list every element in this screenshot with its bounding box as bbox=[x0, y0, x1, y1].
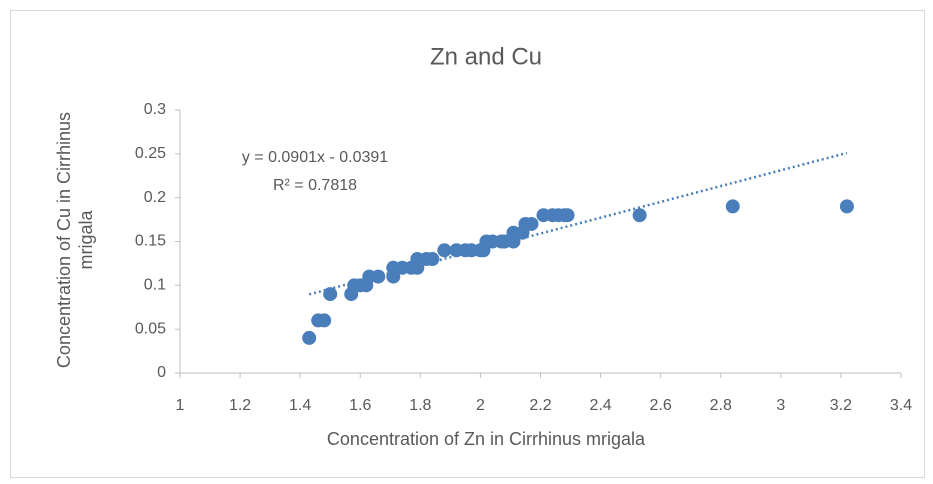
x-tick-label: 1 bbox=[176, 397, 185, 414]
point bbox=[560, 208, 575, 223]
point bbox=[425, 252, 440, 267]
x-tick-label: 3 bbox=[776, 397, 785, 414]
chart-title: Zn and Cu bbox=[430, 43, 542, 70]
y-tick-label: 0.1 bbox=[144, 277, 166, 294]
x-tick-label: 1.6 bbox=[349, 397, 371, 414]
x-tick-label: 1.8 bbox=[409, 397, 431, 414]
point bbox=[632, 208, 647, 223]
trend-r2: R² = 0.7818 bbox=[273, 177, 357, 194]
trend-equation: y = 0.0901x - 0.0391 bbox=[242, 149, 388, 166]
x-axis-title: Concentration of Zn in Cirrhinus mrigala bbox=[327, 429, 646, 449]
x-tick-label: 2.8 bbox=[710, 397, 732, 414]
point bbox=[371, 269, 386, 284]
point bbox=[725, 199, 740, 214]
y-tick-label: 0.25 bbox=[135, 145, 166, 162]
x-tick-label: 3.2 bbox=[830, 397, 852, 414]
x-tick-label: 2.2 bbox=[529, 397, 551, 414]
point bbox=[524, 216, 539, 231]
point bbox=[437, 243, 452, 258]
y-tick-label: 0.05 bbox=[135, 320, 166, 337]
x-tick-label: 1.2 bbox=[229, 397, 251, 414]
y-tick-label: 0.3 bbox=[144, 101, 166, 118]
x-tick-label: 1.4 bbox=[289, 397, 311, 414]
x-tick-label: 2 bbox=[476, 397, 485, 414]
point bbox=[317, 313, 332, 328]
x-tick-label: 2.6 bbox=[650, 397, 672, 414]
point bbox=[839, 199, 854, 214]
point bbox=[323, 287, 338, 302]
point bbox=[302, 330, 317, 345]
y-tick-label: 0 bbox=[157, 364, 166, 381]
x-tick-label: 3.4 bbox=[890, 397, 912, 414]
x-tick-label: 2.4 bbox=[589, 397, 611, 414]
y-axis-title: Concentration of Cu in Cirrhinus mrigala bbox=[54, 111, 96, 369]
y-tick-label: 0.15 bbox=[135, 233, 166, 250]
y-tick-label: 0.2 bbox=[144, 189, 166, 206]
